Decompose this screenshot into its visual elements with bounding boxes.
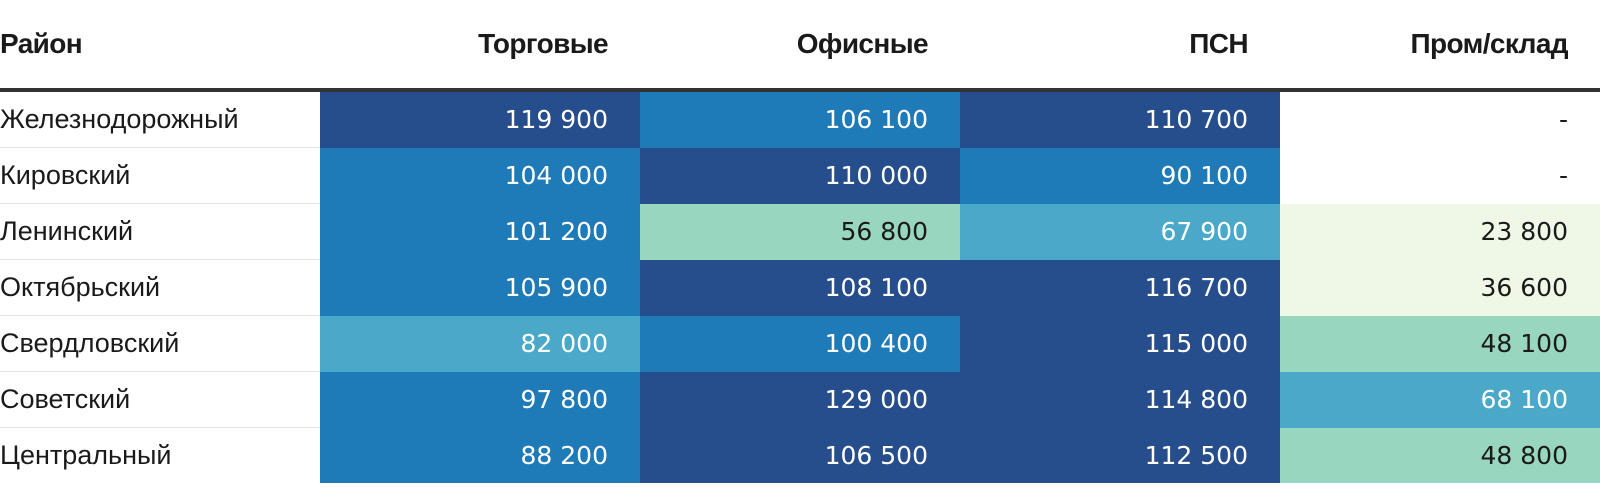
district-label: Ленинский xyxy=(0,203,320,260)
heatmap-cell-industrial-warehouse: 23 800 xyxy=(1280,203,1600,260)
heatmap-cell-retail: 88 200 xyxy=(320,427,640,483)
district-label: Железнодорожный xyxy=(0,90,320,148)
column-header-office[interactable]: Офисные xyxy=(640,0,960,92)
heatmap-cell-office: 56 800 xyxy=(640,203,960,260)
heatmap-cell-industrial-warehouse: - xyxy=(1280,147,1600,204)
table-row: Центральный 88 200 106 500 112 500 48 800 xyxy=(0,427,1600,483)
district-label: Советский xyxy=(0,371,320,428)
heatmap-cell-retail: 82 000 xyxy=(320,315,640,372)
column-header-psn[interactable]: ПСН xyxy=(960,0,1280,92)
heatmap-cell-office: 106 100 xyxy=(640,90,960,148)
column-header-industrial-warehouse[interactable]: Пром/склад xyxy=(1280,0,1600,92)
column-header-district[interactable]: Район xyxy=(0,0,320,92)
table-row: Октябрьский 105 900 108 100 116 700 36 600 xyxy=(0,259,1600,316)
heatmap-cell-psn: 115 000 xyxy=(960,315,1280,372)
district-label: Октябрьский xyxy=(0,259,320,316)
heatmap-cell-office: 129 000 xyxy=(640,371,960,428)
district-label: Центральный xyxy=(0,440,172,470)
table-body: Железнодорожный 119 900 106 100 110 700- Кир… xyxy=(0,90,1600,483)
heatmap-cell-psn: 112 500 xyxy=(960,427,1280,483)
table-row: Кировский 104 000 110 000 90 100- xyxy=(0,147,1600,204)
heatmap-cell-office: 100 400 xyxy=(640,315,960,372)
heatmap-cell-industrial-warehouse: 36 600 xyxy=(1280,259,1600,316)
heatmap-cell-office: 106 500 xyxy=(640,427,960,483)
header-row: Район Торговые Офисные ПСН Пром/склад xyxy=(0,0,1600,92)
heatmap-cell-retail: 105 900 xyxy=(320,259,640,316)
table-row: Железнодорожный 119 900 106 100 110 700- xyxy=(0,90,1600,148)
heatmap-cell-psn: 110 700 xyxy=(960,90,1280,148)
heatmap-cell-industrial-warehouse: 48 800 xyxy=(1280,427,1600,483)
heatmap-cell-psn: 114 800 xyxy=(960,371,1280,428)
heatmap-cell-retail: 119 900 xyxy=(320,90,640,148)
table-row: Свердловский 82 000 100 400 115 000 48 100 xyxy=(0,315,1600,372)
heatmap-cell-office: 110 000 xyxy=(640,147,960,204)
table-row: Советский 97 800 129 000 114 800 68 100 xyxy=(0,371,1600,428)
heatmap-cell-industrial-warehouse: 68 100 xyxy=(1280,371,1600,428)
heatmap-cell-retail: 97 800 xyxy=(320,371,640,428)
table-row: Ленинский 101 200 56 800 67 900 23 800 xyxy=(0,203,1600,260)
district-label: Кировский xyxy=(0,147,320,204)
column-header-retail[interactable]: Торговые xyxy=(320,0,640,92)
heatmap-cell-psn: 116 700 xyxy=(960,259,1280,316)
heatmap-cell-retail: 101 200 xyxy=(320,203,640,260)
district-label: Свердловский xyxy=(0,315,320,372)
heatmap-cell-office: 108 100 xyxy=(640,259,960,316)
heatmap-cell-psn: 67 900 xyxy=(960,203,1280,260)
heatmap-cell-industrial-warehouse: - xyxy=(1280,90,1600,148)
heatmap-table: Район Торговые Офисные ПСН Пром/склад Же… xyxy=(0,0,1600,483)
heatmap-cell-industrial-warehouse: 48 100 xyxy=(1280,315,1600,372)
heatmap-cell-psn: 90 100 xyxy=(960,147,1280,204)
heatmap-cell-retail: 104 000 xyxy=(320,147,640,204)
